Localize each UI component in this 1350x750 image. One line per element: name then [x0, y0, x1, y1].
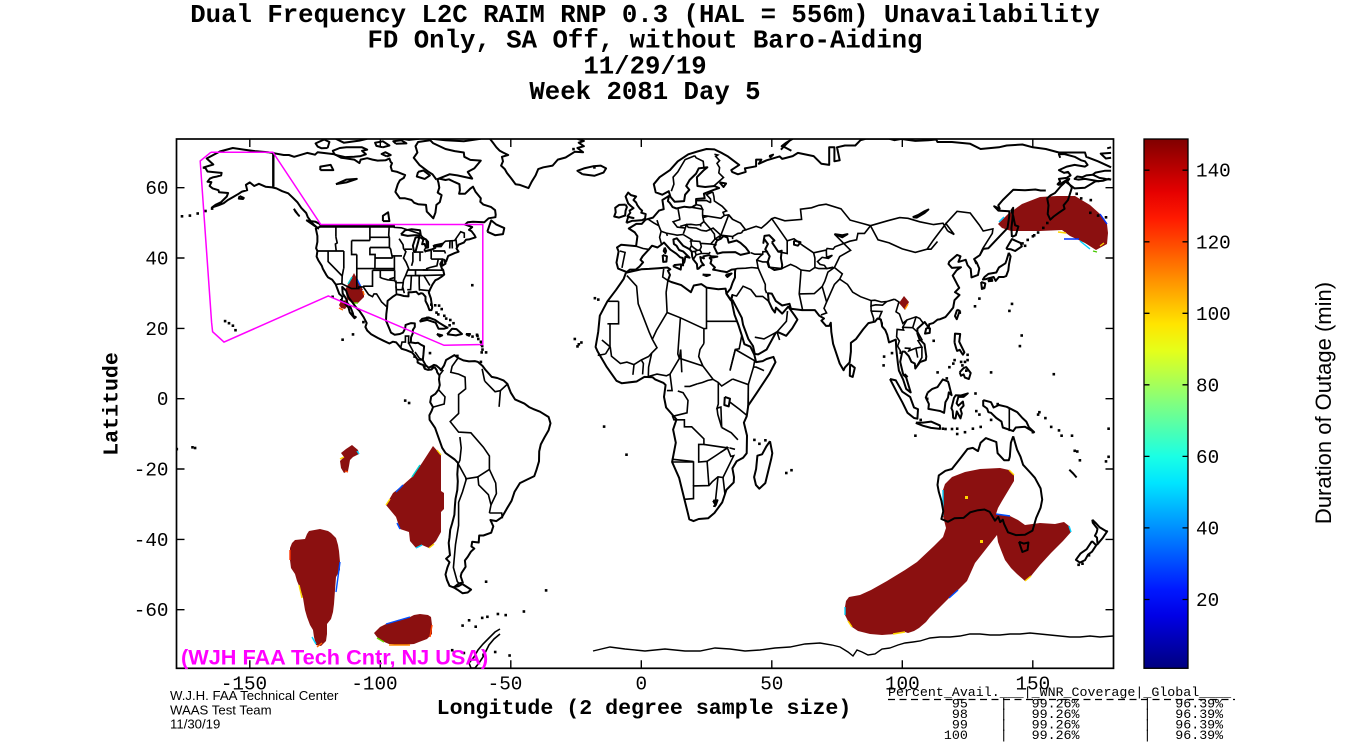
svg-text:-150: -150 — [221, 674, 267, 696]
svg-text:11/30/19: 11/30/19 — [170, 717, 220, 732]
svg-text:(WJH FAA Tech Cntr, NJ USA): (WJH FAA Tech Cntr, NJ USA) — [181, 645, 488, 670]
svg-text:Dual Frequency L2C RAIM RNP 0.: Dual Frequency L2C RAIM RNP 0.3 (HAL = 5… — [190, 1, 1100, 30]
svg-text:FD Only, SA Off, without Baro-: FD Only, SA Off, without Baro-Aiding — [368, 27, 923, 56]
svg-text:50: 50 — [760, 674, 783, 696]
svg-text:W.J.H. FAA Technical Center: W.J.H. FAA Technical Center — [170, 688, 339, 703]
svg-text:Percent_Avail.___|_WNR_Coverag: Percent_Avail.___|_WNR_Coverage|_Global_… — [888, 685, 1231, 700]
svg-text:60: 60 — [145, 178, 168, 200]
svg-text:60: 60 — [1196, 447, 1219, 469]
svg-text:Week 2081 Day 5: Week 2081 Day 5 — [529, 78, 760, 107]
svg-text:95 | 99.26% | 96: 95 | 99.26% | 96.39% — [888, 697, 1223, 712]
svg-text:-50: -50 — [488, 674, 523, 696]
svg-text:-100: -100 — [351, 674, 397, 696]
svg-text:-60: -60 — [134, 600, 169, 622]
svg-text:150: 150 — [1015, 674, 1050, 696]
svg-text:100 | 99.26% | 9: 100 | 99.26% | 96.39% — [888, 728, 1223, 743]
svg-text:-20: -20 — [134, 460, 169, 482]
svg-text:98 | 99.26% | 96: 98 | 99.26% | 96.39% — [888, 707, 1223, 722]
svg-text:0: 0 — [636, 674, 648, 696]
svg-text:WAAS Test Team: WAAS Test Team — [170, 702, 272, 717]
svg-text:0: 0 — [157, 389, 169, 411]
svg-text:Latitude: Latitude — [101, 352, 125, 456]
svg-text:11/29/19: 11/29/19 — [583, 52, 706, 81]
svg-text:-40: -40 — [134, 530, 169, 552]
svg-text:Duration of Outage (min): Duration of Outage (min) — [1311, 282, 1336, 524]
svg-text:99 | 99.26% | 96: 99 | 99.26% | 96.39% — [888, 718, 1223, 733]
svg-text:100: 100 — [885, 674, 920, 696]
svg-text:100: 100 — [1196, 304, 1231, 326]
svg-text:20: 20 — [1196, 590, 1219, 612]
svg-text:140: 140 — [1196, 161, 1231, 183]
svg-text:120: 120 — [1196, 232, 1231, 254]
svg-text:Longitude (2 degree sample siz: Longitude (2 degree sample size) — [437, 697, 852, 721]
svg-text:80: 80 — [1196, 375, 1219, 397]
svg-text:40: 40 — [145, 249, 168, 271]
svg-text:20: 20 — [145, 319, 168, 341]
svg-text:40: 40 — [1196, 518, 1219, 540]
